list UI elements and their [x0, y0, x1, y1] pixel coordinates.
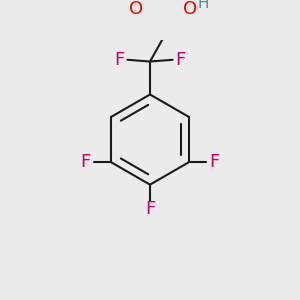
Text: F: F: [175, 51, 185, 69]
Text: F: F: [145, 200, 155, 218]
Text: O: O: [183, 1, 197, 19]
Text: F: F: [115, 51, 125, 69]
Text: O: O: [129, 1, 143, 19]
Text: F: F: [81, 153, 91, 171]
Text: H: H: [197, 0, 208, 11]
Text: F: F: [209, 153, 219, 171]
